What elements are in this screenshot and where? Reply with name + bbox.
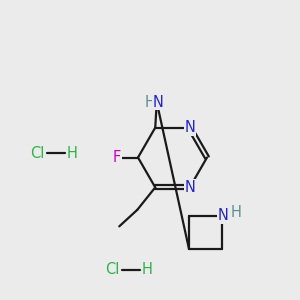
Text: H: H bbox=[67, 146, 77, 160]
Text: F: F bbox=[113, 150, 121, 165]
Text: N: N bbox=[184, 120, 195, 135]
Text: N: N bbox=[184, 180, 195, 195]
Text: H: H bbox=[230, 205, 241, 220]
Text: N: N bbox=[218, 208, 229, 224]
Text: H: H bbox=[142, 262, 152, 278]
Text: Cl: Cl bbox=[30, 146, 44, 160]
Text: H: H bbox=[145, 94, 156, 110]
Text: N: N bbox=[153, 94, 164, 110]
Text: Cl: Cl bbox=[105, 262, 119, 278]
